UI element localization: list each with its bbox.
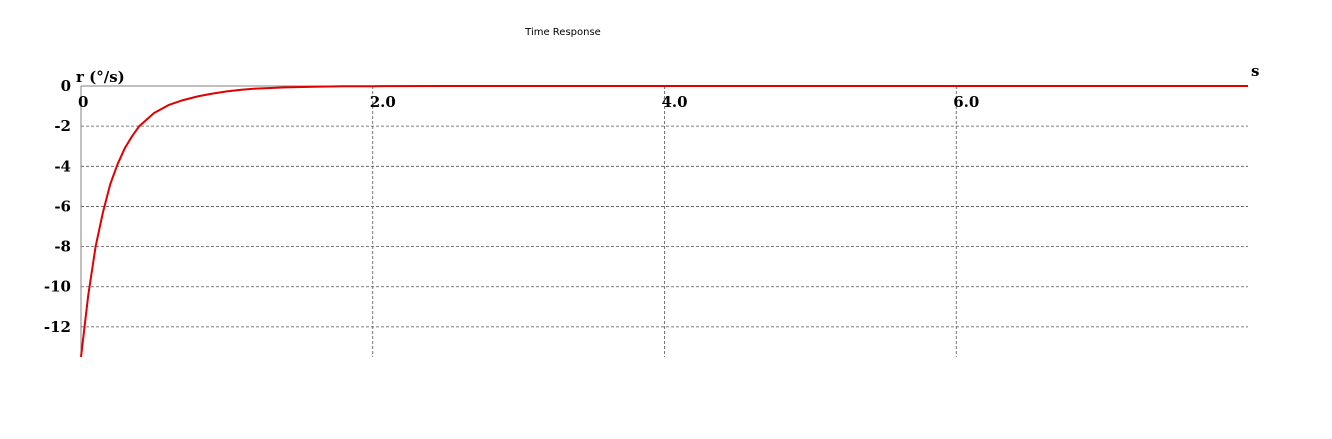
- grid-lines: [81, 86, 1248, 357]
- x-axis-label: s: [1251, 62, 1259, 80]
- x-tick-label: 2.0: [370, 93, 396, 111]
- x-tick-label: 0: [78, 93, 88, 111]
- y-tick-label: -2: [54, 117, 71, 135]
- y-tick-label: -4: [54, 157, 71, 175]
- series-line: [80, 85, 1248, 358]
- y-tick-label: 0: [61, 77, 71, 95]
- x-tick-label: 6.0: [953, 93, 979, 111]
- y-axis-label: r (°/s): [76, 68, 125, 86]
- y-tick-label: -8: [54, 238, 71, 256]
- y-tick-label: -12: [44, 318, 71, 336]
- y-tick-label: -10: [44, 278, 71, 296]
- y-tick-label: -6: [54, 197, 71, 215]
- series-layer: [80, 85, 1248, 358]
- x-tick-label: 4.0: [662, 93, 688, 111]
- tick-labels: 0 -2 -4 -6 -8 -10 -12 0 2.0 4.0 6.0: [44, 77, 979, 336]
- chart-title: Time Response: [524, 27, 601, 38]
